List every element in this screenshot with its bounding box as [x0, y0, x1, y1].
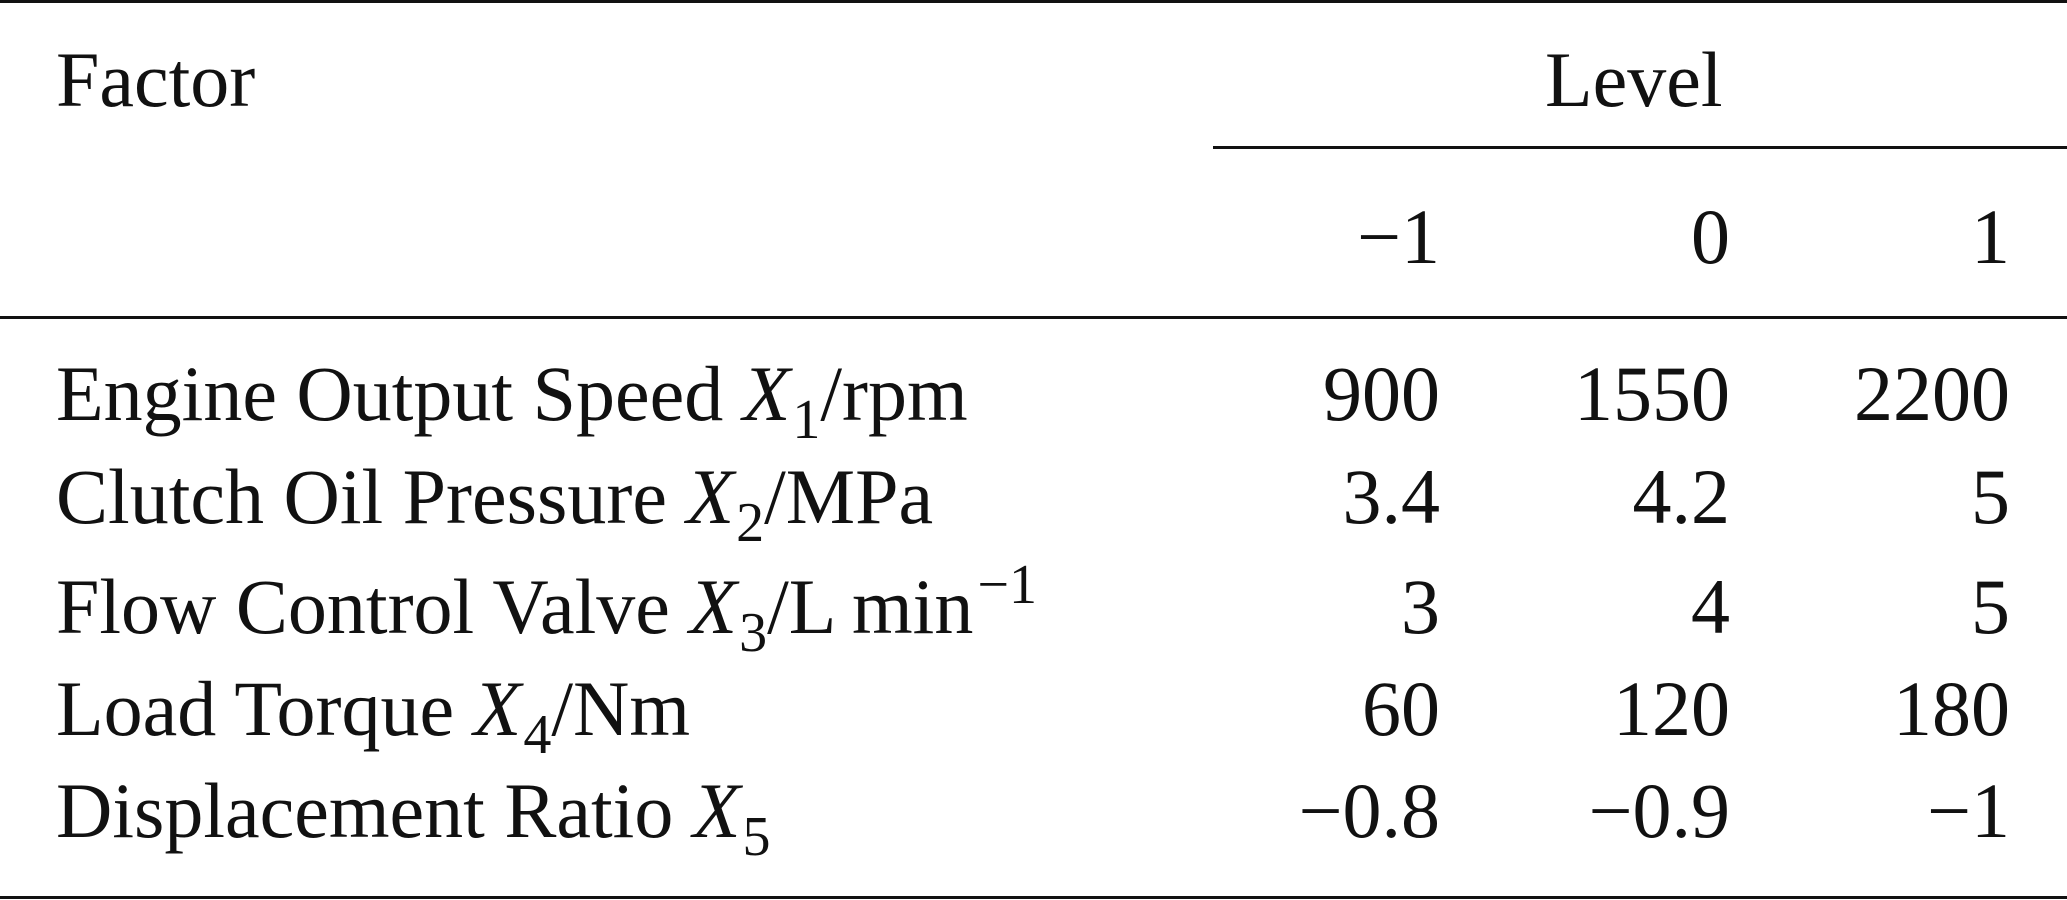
bottom-rule	[0, 896, 2067, 899]
header-rule	[0, 316, 2067, 319]
factor-symbol: X5	[692, 767, 771, 868]
value-cell: 120	[1613, 665, 1730, 752]
factor-name-load-torque: Load Torque X4/Nm	[56, 670, 690, 764]
value-cell: −0.8	[1298, 767, 1441, 854]
factor-name-engine-output-speed: Engine Output Speed X1/rpm	[56, 355, 968, 449]
value-cell: 1550	[1574, 350, 1730, 437]
factor-label: Engine Output Speed	[56, 350, 724, 437]
factor-unit: /Nm	[551, 665, 690, 752]
value-cell: 4	[1691, 563, 1730, 650]
factor-unit-exponent: −1	[977, 554, 1037, 616]
value-cell: −0.9	[1588, 767, 1731, 854]
value-cell: 900	[1323, 350, 1440, 437]
factor-label: Flow Control Valve	[56, 563, 670, 650]
value-cell: 5	[1971, 563, 2010, 650]
value-cell: 60	[1362, 665, 1440, 752]
factor-symbol: X3	[689, 563, 768, 664]
level-cmidrule	[1213, 146, 2067, 149]
factor-label: Load Torque	[56, 665, 455, 752]
factor-label: Displacement Ratio	[56, 767, 674, 854]
value-cell: 180	[1893, 665, 2010, 752]
factor-unit: /MPa	[764, 453, 934, 540]
factor-unit: /rpm	[820, 350, 968, 437]
factor-symbol: X4	[473, 665, 552, 766]
factor-symbol: X1	[742, 350, 821, 451]
value-cell: 5	[1971, 453, 2010, 540]
factor-symbol: X2	[686, 453, 765, 554]
factor-header: Factor	[56, 36, 256, 123]
factor-name-displacement-ratio: Displacement Ratio X5	[56, 772, 771, 866]
level-zero-header: 0	[1691, 193, 1730, 280]
value-cell: 2200	[1854, 350, 2010, 437]
level-one-header: 1	[1971, 193, 2010, 280]
factor-name-clutch-oil-pressure: Clutch Oil Pressure X2/MPa	[56, 458, 933, 552]
factor-label: Clutch Oil Pressure	[56, 453, 667, 540]
factor-unit: /L min	[767, 563, 974, 650]
top-rule	[0, 0, 2067, 3]
factor-name-flow-control-valve: Flow Control Valve X3/L min−1	[56, 557, 1037, 661]
value-cell: 3.4	[1342, 453, 1441, 540]
value-cell: 3	[1401, 563, 1440, 650]
value-cell: 4.2	[1632, 453, 1731, 540]
level-header: Level	[1545, 36, 1723, 123]
level-minus-one-header: −1	[1357, 193, 1440, 280]
value-cell: −1	[1927, 767, 2010, 854]
